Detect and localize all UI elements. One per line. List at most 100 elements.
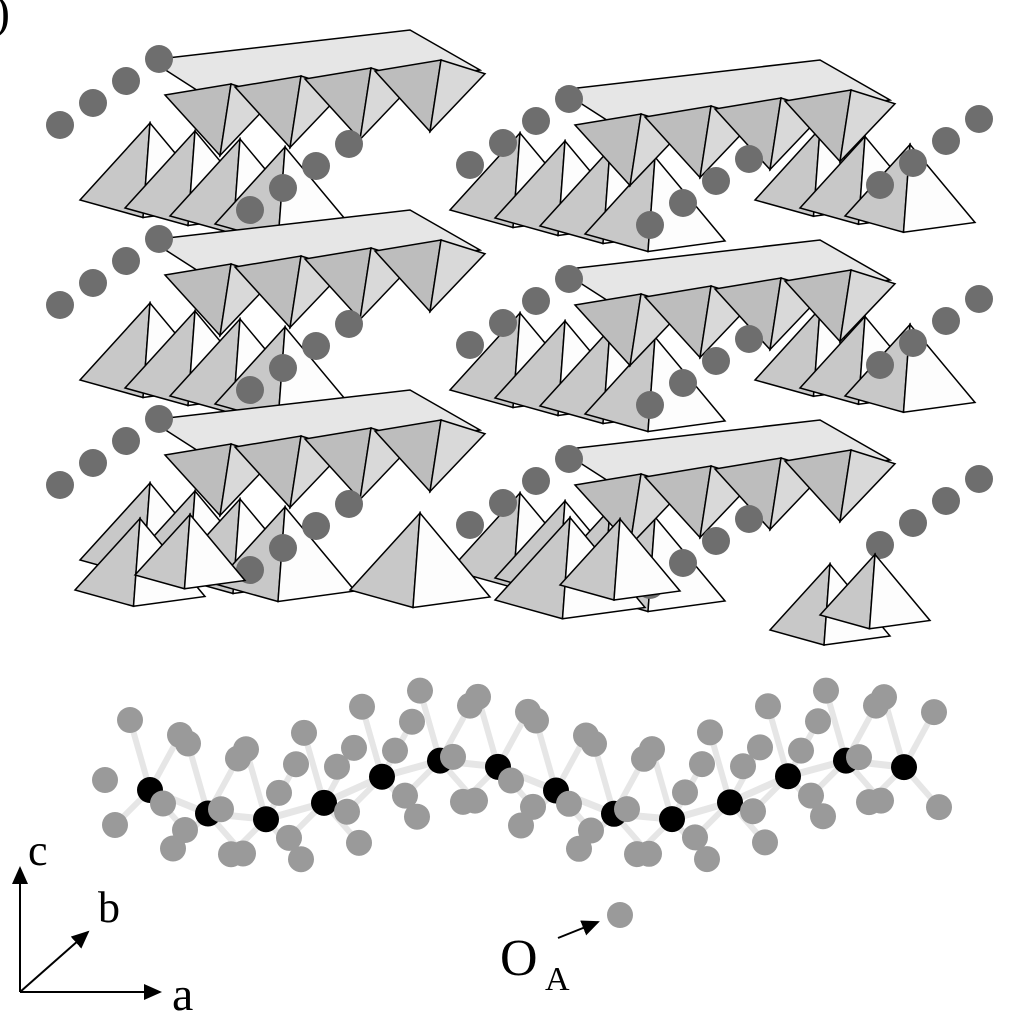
atom: [702, 167, 730, 195]
site-arrow: [557, 920, 600, 939]
atom: [866, 171, 894, 199]
oxygen-atom: [798, 782, 824, 809]
oxygen-atom: [682, 824, 708, 851]
oxygen-atom: [523, 707, 549, 734]
oxygen-atom: [556, 790, 582, 817]
atom: [489, 489, 517, 517]
atom: [46, 471, 74, 499]
panel-mark: ): [0, 0, 10, 39]
atom: [965, 465, 993, 493]
atom: [899, 329, 927, 357]
atom: [302, 152, 330, 180]
pyramid-face: [183, 512, 247, 590]
atom: [669, 549, 697, 577]
atom: [555, 85, 583, 113]
metal-atom: [717, 789, 743, 816]
atom: [335, 310, 363, 338]
atom: [145, 45, 173, 73]
oxygen-atom: [788, 737, 814, 764]
atom: [899, 149, 927, 177]
oxygen-atom: [520, 793, 546, 820]
inverted-pyramid: [783, 449, 897, 524]
atom: [866, 351, 894, 379]
oxygen-atom: [508, 812, 534, 839]
atom: [46, 291, 74, 319]
atom: [456, 151, 484, 179]
atom: [269, 354, 297, 382]
oxygen-atom: [288, 846, 314, 873]
oxygen-atom: [672, 779, 698, 806]
oxygen-atom: [740, 798, 766, 825]
pyramid-face: [428, 419, 487, 494]
atom: [489, 309, 517, 337]
atom: [522, 467, 550, 495]
atom: [79, 449, 107, 477]
atom: [735, 145, 763, 173]
pyramid: [133, 512, 247, 590]
inverted-pyramid: [373, 419, 487, 494]
oxygen-atom: [697, 719, 723, 746]
atom: [522, 287, 550, 315]
oxygen-atom: [810, 803, 836, 830]
atom: [79, 89, 107, 117]
c-label: c: [28, 826, 48, 875]
oxygen-atom: [324, 753, 350, 780]
oxygen-atom: [581, 730, 607, 757]
metal-atom: [775, 763, 801, 790]
atom: [965, 285, 993, 313]
atom: [302, 332, 330, 360]
atom: [932, 487, 960, 515]
oxygen-atom: [465, 683, 491, 710]
atom: [965, 105, 993, 133]
atom: [932, 307, 960, 335]
oxygen-atom: [498, 767, 524, 794]
oxygen-atom: [283, 751, 309, 778]
pyramid-face: [613, 517, 682, 601]
pyramid-face: [412, 511, 492, 609]
inverted-pyramid: [783, 89, 897, 164]
oxygen-atom: [450, 788, 476, 815]
oxygen-atom: [752, 829, 778, 856]
oxygen-atom: [856, 789, 882, 816]
oxygen-atom: [407, 677, 433, 704]
atom: [269, 174, 297, 202]
axes-indicator: c b a: [11, 826, 193, 1018]
atom: [236, 196, 264, 224]
b-label: b: [98, 883, 120, 932]
atom: [112, 67, 140, 95]
atom: [702, 347, 730, 375]
oxygen-atom: [440, 743, 466, 770]
atom: [522, 107, 550, 135]
oxygen-atom: [755, 693, 781, 720]
ball-and-stick-chain: [92, 677, 952, 928]
metal-atom: [891, 754, 917, 781]
atom: [636, 391, 664, 419]
oxygen-atom: [607, 902, 633, 928]
site-label: O A: [500, 920, 600, 998]
oxygen-atom: [334, 798, 360, 825]
oxygen-atom: [614, 796, 640, 823]
oxygen-atom: [813, 677, 839, 704]
atom: [702, 527, 730, 555]
oxygen-atom: [805, 708, 831, 735]
atom: [302, 512, 330, 540]
atom: [669, 189, 697, 217]
pyramid: [558, 516, 682, 601]
pyramid-face: [838, 449, 897, 524]
atom: [735, 505, 763, 533]
atom: [335, 130, 363, 158]
atom: [112, 427, 140, 455]
atom: [236, 376, 264, 404]
oxygen-atom: [102, 812, 128, 838]
atom: [636, 211, 664, 239]
atom: [735, 325, 763, 353]
oxygen-atom: [276, 824, 302, 851]
oxygen-atom: [266, 779, 292, 806]
pyramid-face: [838, 89, 897, 164]
oxygen-atom: [233, 736, 259, 763]
atom: [112, 247, 140, 275]
b-axis: [19, 930, 90, 993]
oxygen-atom: [92, 767, 118, 793]
oxygen-atom: [624, 841, 650, 868]
oxygen-atom: [291, 719, 317, 746]
